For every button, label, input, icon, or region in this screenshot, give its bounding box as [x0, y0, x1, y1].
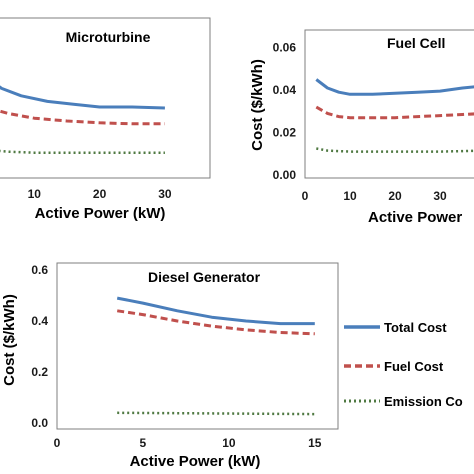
- legend-label-total: Total Cost: [384, 320, 447, 335]
- legend-label-emission: Emission Co: [384, 394, 463, 409]
- microturbine-total-cost-line: [0, 85, 165, 110]
- fuel-cell-fuel-cost-line: [315, 105, 474, 120]
- fuel-cell-plot-frame: [304, 29, 474, 179]
- diesel-generator-x-axis-title: Active Power (kW): [130, 453, 261, 470]
- diesel-generator-y-tick-label: 0.0: [31, 416, 48, 430]
- diesel-generator-panel: Diesel Generator 0.0 0.2 0.4 0.6 0 5 10 15 Cos…: [1, 262, 339, 470]
- diesel-generator-y-tick-label: 0.2: [31, 365, 48, 379]
- microturbine-x-axis-title: Active Power (kW): [35, 205, 166, 222]
- microturbine-series: [0, 85, 165, 154]
- diesel-generator-x-tick-label: 15: [308, 436, 322, 450]
- diesel-generator-x-tick-label: 0: [54, 436, 61, 450]
- fuel-cell-total-cost-line: [315, 78, 474, 96]
- diesel-generator-x-tick-label: 10: [222, 436, 236, 450]
- legend: Total Cost Fuel Cost Emission Co: [344, 320, 463, 409]
- fuel-cell-x-tick-label: 0: [302, 189, 309, 203]
- microturbine-x-ticks: 10 20 30: [28, 187, 172, 201]
- microturbine-emission-cost-line: [0, 149, 165, 154]
- fuel-cell-x-tick-label: 10: [343, 189, 357, 203]
- fuel-cell-y-tick-label: 0.04: [273, 83, 297, 97]
- fuel-cell-y-tick-label: 0.00: [273, 168, 297, 182]
- diesel-generator-series: [116, 296, 315, 416]
- fuel-cell-x-tick-label: 30: [433, 189, 447, 203]
- microturbine-title: Microturbine: [66, 29, 151, 45]
- microturbine-x-tick-label: 10: [28, 187, 42, 201]
- diesel-generator-y-tick-label: 0.6: [31, 263, 48, 277]
- fuel-cell-title: Fuel Cell: [387, 35, 445, 51]
- fuel-cell-series: [315, 78, 474, 153]
- legend-label-fuel: Fuel Cost: [384, 359, 444, 374]
- fuel-cell-y-tick-label: 0.06: [273, 41, 297, 55]
- diesel-generator-title: Diesel Generator: [148, 269, 261, 285]
- diesel-generator-total-cost-line: [116, 296, 315, 326]
- diesel-generator-plot-frame: [56, 262, 339, 430]
- diesel-generator-y-axis-title: Cost ($/kWh): [1, 294, 18, 386]
- microturbine-fuel-cost-line: [0, 109, 165, 126]
- fuel-cell-x-axis-title: Active Power: [368, 209, 462, 226]
- fuel-cell-y-ticks: 0.00 0.02 0.04 0.06: [273, 41, 297, 182]
- fuel-cell-y-tick-label: 0.02: [273, 126, 297, 140]
- microturbine-x-tick-label: 30: [158, 187, 172, 201]
- diesel-generator-y-tick-label: 0.4: [31, 314, 48, 328]
- diesel-generator-x-ticks: 0 5 10 15: [54, 436, 322, 450]
- fuel-cell-panel: Fuel Cell 0.00 0.02 0.04 0.06 0 10 20 30 Cost …: [249, 29, 474, 226]
- fuel-cell-emission-cost-line: [316, 147, 474, 153]
- fuel-cell-x-tick-label: 20: [388, 189, 402, 203]
- microturbine-panel: Microturbine 10 20 30 Active Power (kW): [0, 17, 211, 222]
- diesel-generator-y-ticks: 0.0 0.2 0.4 0.6: [31, 263, 48, 430]
- fuel-cell-y-axis-title: Cost ($/kWh): [249, 59, 266, 151]
- fuel-cell-x-ticks: 0 10 20 30: [302, 189, 447, 203]
- diesel-generator-x-tick-label: 5: [140, 436, 147, 450]
- diesel-generator-fuel-cost-line: [116, 309, 315, 336]
- microturbine-x-tick-label: 20: [93, 187, 107, 201]
